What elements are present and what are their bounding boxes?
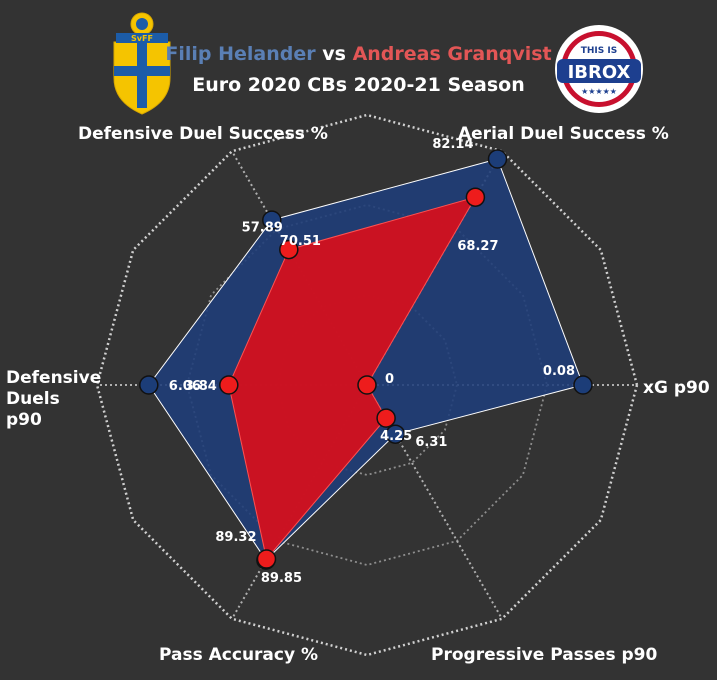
series-2-value-label: 57.89	[242, 221, 283, 236]
series-1-value-label: 0.08	[543, 364, 575, 379]
series-1-value-label: 6.31	[415, 435, 447, 450]
series-1-point	[139, 375, 159, 395]
player1-name: Filip Helander	[165, 43, 316, 65]
radar-areas	[148, 158, 584, 561]
series-2-point	[357, 375, 377, 395]
chart-title: Filip Helander vs Andreas Granqvist	[0, 43, 717, 65]
series-2-value-label: 89.32	[215, 530, 256, 545]
series-2-point	[279, 239, 299, 260]
series-1-value-label: 6.06	[169, 379, 201, 394]
series-1-point	[573, 375, 593, 395]
series-2-point	[465, 187, 486, 207]
badge-stars: ★★★★★	[581, 87, 617, 96]
series-2-value-label: 68.27	[457, 239, 498, 254]
series-1-value-label: 89.85	[261, 571, 302, 586]
series-1-point	[487, 149, 508, 169]
player2-name: Andreas Granqvist	[352, 43, 552, 65]
series-2-value-label: 0	[385, 372, 394, 387]
badge-text-main: IBROX	[568, 62, 631, 83]
series-2-point	[219, 375, 239, 395]
sweden-crest-icon: SvFF	[113, 12, 171, 115]
ibrox-badge-icon: THIS IS IBROX ★★★★★	[555, 25, 643, 113]
badge-text-top: THIS IS	[581, 46, 617, 56]
series-1-point	[385, 424, 406, 444]
axis-label-pass-accuracy: Pass Accuracy %	[159, 645, 319, 665]
series-2-point	[376, 408, 396, 428]
radar-value-labels: 82.14 0.08 6.31 89.85 6.06 70.51 68.27 0 4.25 89.…	[169, 137, 575, 586]
series-2-value-label: 3.84	[185, 379, 217, 394]
vs-label: vs	[322, 43, 346, 65]
axis-label-defensive-duel-success: Defensive Duel Success %	[78, 124, 328, 144]
crest-text: SvFF	[131, 34, 153, 43]
chart-subtitle: Euro 2020 CBs 2020-21 Season	[192, 74, 525, 96]
axis-label-xg-p90: xG p90	[643, 378, 710, 398]
series-1-value-label: 82.14	[432, 137, 473, 152]
radar-markers	[139, 149, 593, 570]
axis-label-progressive-passes: Progressive Passes p90	[431, 645, 658, 665]
axis-label-aerial-duel-success: Aerial Duel Success %	[458, 124, 669, 144]
series-1-value-label: 70.51	[280, 234, 321, 249]
axis-label-defensive-duels-p90: Defensive Duels p90	[6, 368, 102, 430]
series-2-point	[256, 549, 277, 569]
series-2-value-label: 4.25	[380, 429, 412, 444]
series-1-point	[262, 210, 282, 230]
